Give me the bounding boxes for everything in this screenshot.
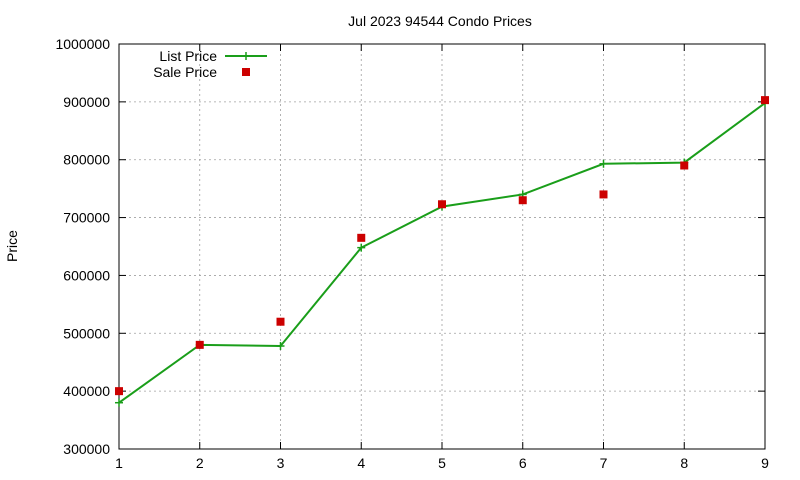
legend-marker-list-price xyxy=(242,52,250,60)
grid-lines xyxy=(119,44,765,449)
sale-price-point xyxy=(599,190,608,199)
y-tick-label: 900000 xyxy=(63,94,110,110)
y-tick-label: 300000 xyxy=(63,441,110,457)
legend-label-list-price: List Price xyxy=(159,48,217,64)
series-layer xyxy=(115,96,769,407)
x-tick-label: 8 xyxy=(680,455,688,471)
x-tick-label: 7 xyxy=(600,455,608,471)
y-tick-label: 500000 xyxy=(63,325,110,341)
y-axis-label: Price xyxy=(4,230,20,262)
list-price-point xyxy=(276,342,285,351)
y-tick-label: 800000 xyxy=(63,152,110,168)
list-price-point xyxy=(115,398,123,407)
y-tick-label: 1000000 xyxy=(55,36,110,52)
sale-price-point xyxy=(357,233,366,242)
list-price-point xyxy=(357,243,366,252)
x-tick-label: 9 xyxy=(761,455,769,471)
sale-price-point xyxy=(115,387,123,396)
x-tick-label: 3 xyxy=(277,455,285,471)
y-tick-label: 600000 xyxy=(63,267,110,283)
x-tick-label: 4 xyxy=(357,455,365,471)
x-tick-label: 1 xyxy=(115,455,123,471)
x-tick-label: 6 xyxy=(519,455,527,471)
y-tick-label: 700000 xyxy=(63,210,110,226)
sale-price-point xyxy=(195,340,204,349)
sale-price-point xyxy=(276,317,285,326)
sale-price-point xyxy=(518,196,527,205)
list-price-line xyxy=(118,102,766,404)
axis-ticks: 300000 400000 500000 600000 700000 800000 9000… xyxy=(55,36,769,471)
sale-price-series xyxy=(115,96,769,396)
list-price-point xyxy=(599,159,608,168)
legend-label-sale-price: Sale Price xyxy=(153,64,217,80)
x-tick-label: 2 xyxy=(196,455,204,471)
sale-price-point xyxy=(761,96,769,105)
y-tick-label: 400000 xyxy=(63,383,110,399)
chart-title: Jul 2023 94544 Condo Prices xyxy=(348,13,532,29)
sale-price-point xyxy=(680,161,689,170)
legend-marker-sale-price xyxy=(242,68,250,76)
x-tick-label: 5 xyxy=(438,455,446,471)
sale-price-point xyxy=(438,200,446,209)
